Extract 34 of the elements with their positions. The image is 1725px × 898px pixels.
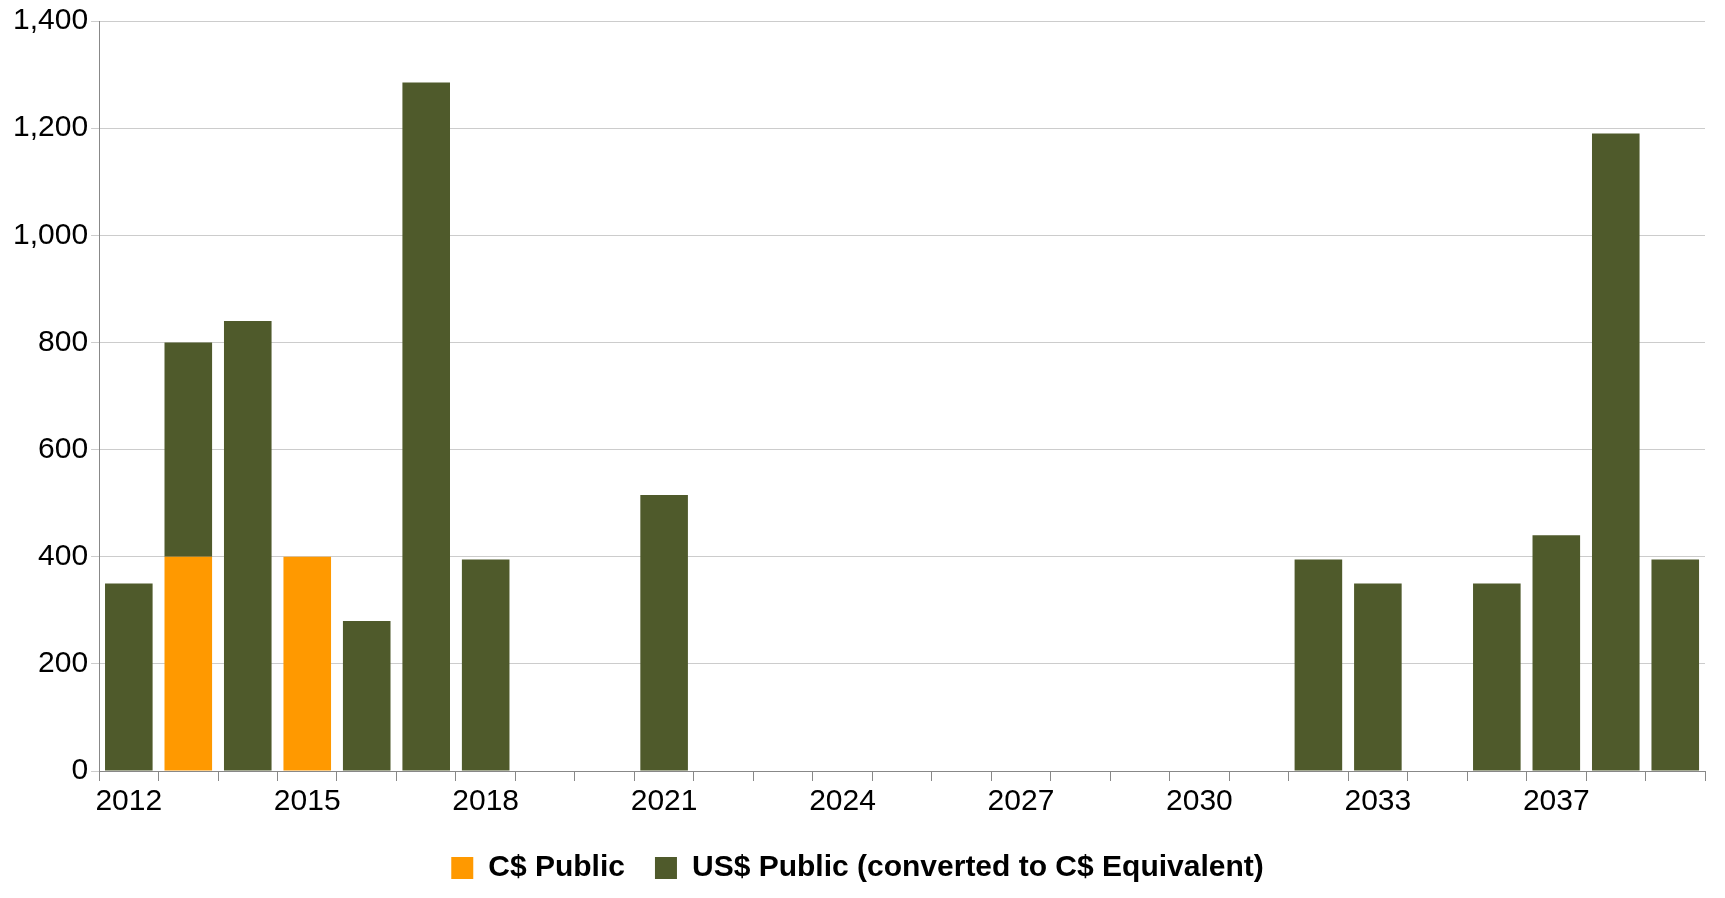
legend-label: C$ Public [488,849,625,883]
y-tick-label: 800 [38,323,89,357]
bar [164,556,213,771]
bar [164,342,213,557]
bar [1651,559,1700,771]
x-tick-label: 2021 [630,783,698,817]
bar [1532,535,1581,771]
y-tick-label: 200 [38,645,89,679]
bar [1294,559,1343,771]
y-tick-label: 0 [71,752,89,786]
bar [1354,583,1402,771]
bar [461,559,510,771]
bar [342,621,391,771]
x-tick-label: 2037 [1522,783,1590,817]
y-tick-label: 1,200 [13,109,89,143]
x-tick-label: 2015 [273,783,341,817]
y-tick-label: 400 [38,537,89,571]
bar [283,556,332,771]
legend-label: US$ Public (converted to C$ Equivalent) [691,849,1264,883]
bar [402,82,450,771]
y-tick-label: 1,400 [13,2,89,36]
bar [640,495,688,771]
x-tick-label: 2024 [809,783,876,817]
bar [223,321,272,771]
bar [1591,133,1640,771]
x-tick-label: 2018 [452,783,520,817]
bar [105,583,153,771]
x-tick-label: 2030 [1166,783,1233,817]
x-tick-label: 2012 [95,783,163,817]
bar [1473,583,1521,771]
x-tick-label: 2033 [1344,783,1412,817]
y-tick-label: 1,000 [13,216,89,250]
x-tick-label: 2027 [987,783,1055,817]
y-tick-label: 600 [38,430,89,464]
